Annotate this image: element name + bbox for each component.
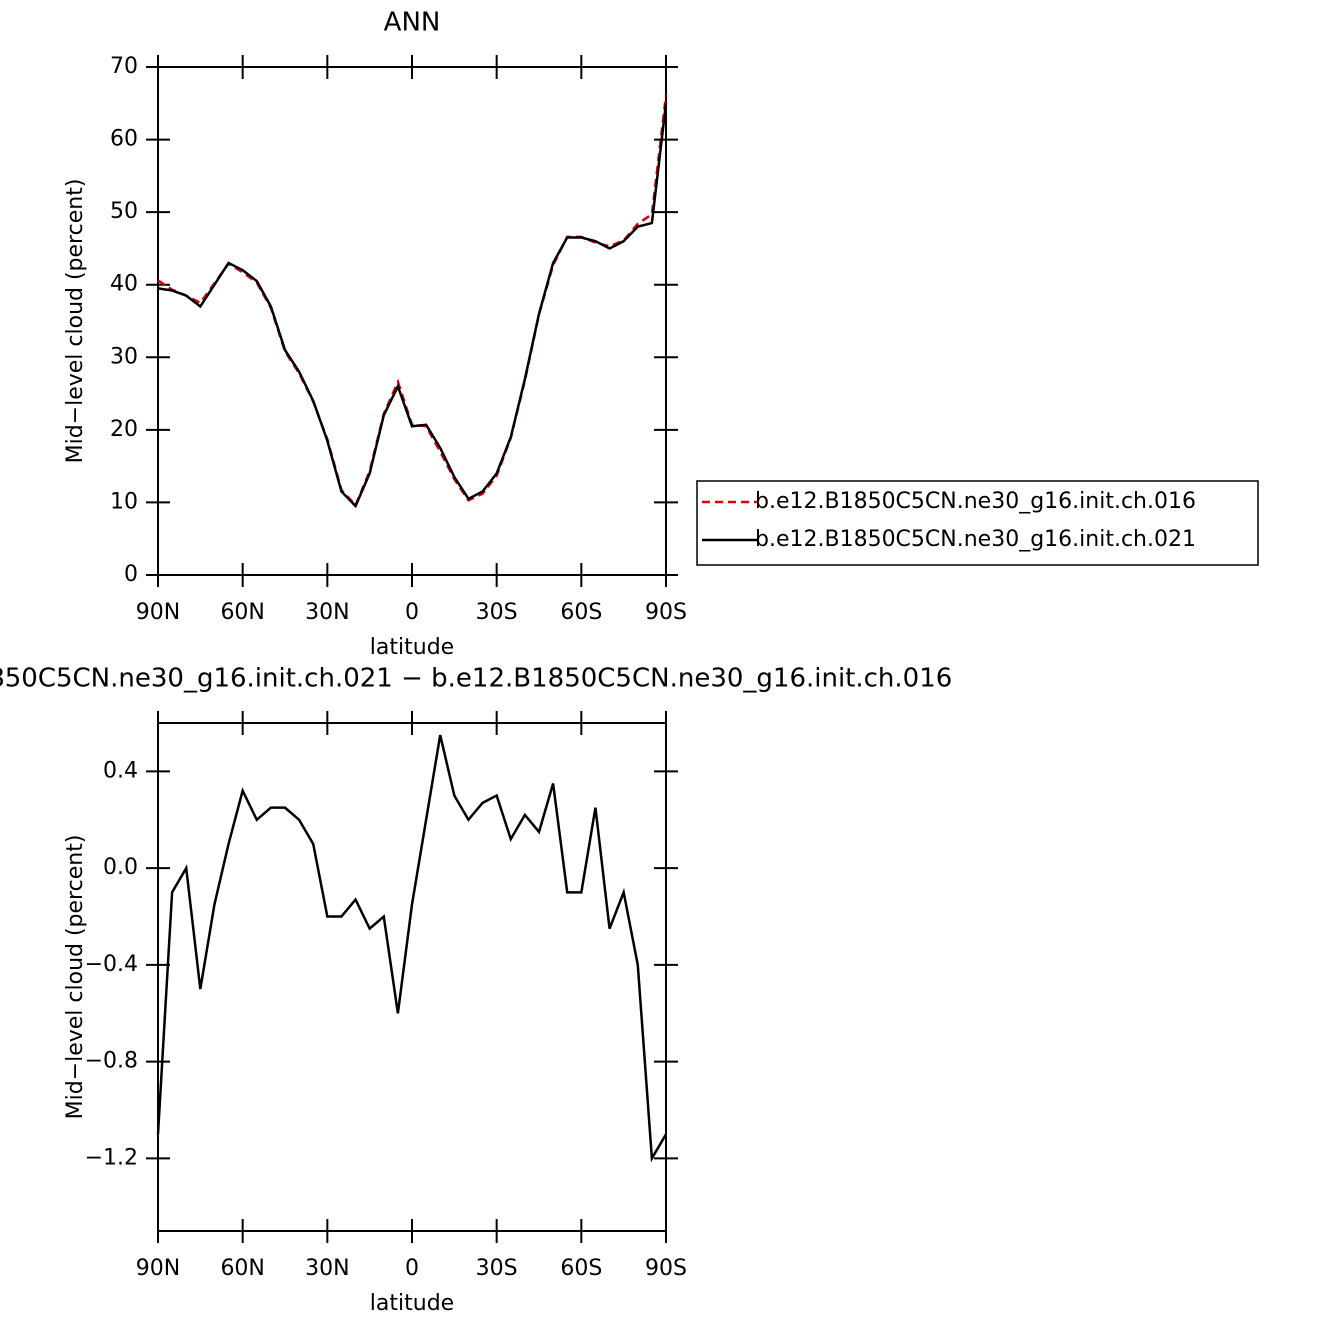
chart-title: ANN: [384, 8, 441, 38]
chart-title: b.e12.B1850C5CN.ne30_g16.init.ch.021 − b…: [0, 664, 952, 694]
series-line: [157, 95, 668, 508]
x-tick-label: 90S: [645, 600, 687, 625]
x-tick-label: 0: [405, 600, 419, 625]
series-line: [156, 734, 668, 1163]
x-tick-label: 30N: [305, 600, 349, 625]
legend-label: b.e12.B1850C5CN.ne30_g16.init.ch.021: [755, 527, 1196, 552]
y-tick-label: 0.0: [103, 855, 138, 880]
y-tick-label: 30: [110, 344, 138, 369]
x-tick-label: 90N: [136, 600, 180, 625]
y-tick-label: 0: [124, 562, 138, 587]
y-tick-label: −0.8: [85, 1049, 138, 1074]
x-tick-label: 60S: [560, 600, 602, 625]
x-axis-label: latitude: [370, 1291, 454, 1316]
y-axis-label: Mid−level cloud (percent): [63, 179, 88, 464]
x-tick-label: 30S: [476, 600, 518, 625]
y-tick-label: 40: [110, 272, 138, 297]
y-tick-label: 20: [110, 417, 138, 442]
y-tick-label: 70: [110, 54, 138, 79]
series-line: [157, 103, 668, 509]
legend-box: [696, 480, 1259, 566]
x-axis-label: latitude: [370, 635, 454, 660]
x-tick-label: 30S: [476, 1256, 518, 1281]
x-tick-label: 60S: [560, 1256, 602, 1281]
y-tick-label: −0.4: [85, 952, 138, 977]
x-tick-label: 60N: [220, 1256, 264, 1281]
y-tick-label: −1.2: [85, 1145, 138, 1170]
x-tick-label: 90S: [645, 1256, 687, 1281]
y-tick-label: 60: [110, 127, 138, 152]
y-axis-label: Mid−level cloud (percent): [63, 835, 88, 1120]
y-tick-label: 0.4: [103, 758, 138, 783]
x-tick-label: 90N: [136, 1256, 180, 1281]
plot-frame: [157, 722, 667, 1232]
y-tick-label: 50: [110, 199, 138, 224]
plot-frame: [157, 66, 667, 576]
x-tick-label: 0: [405, 1256, 419, 1281]
legend-label: b.e12.B1850C5CN.ne30_g16.init.ch.016: [755, 489, 1196, 514]
x-tick-label: 30N: [305, 1256, 349, 1281]
x-tick-label: 60N: [220, 600, 264, 625]
y-tick-label: 10: [110, 489, 138, 514]
